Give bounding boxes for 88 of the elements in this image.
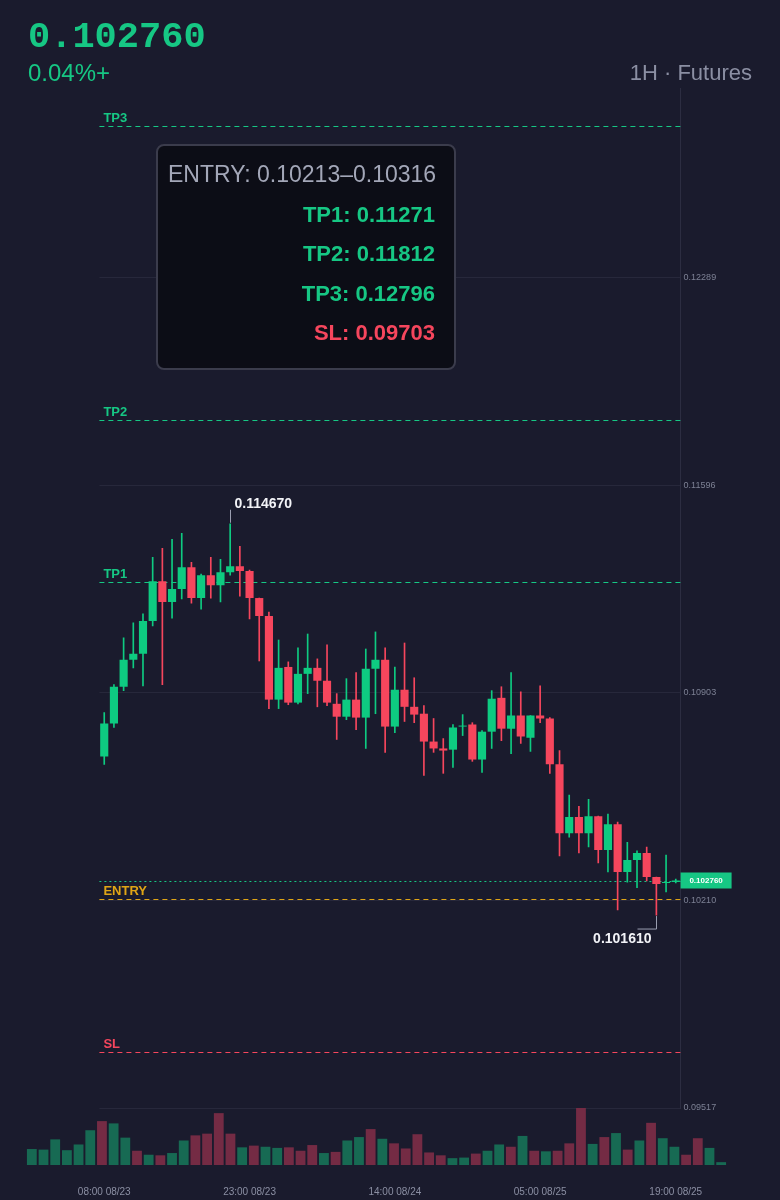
bar	[587, 1143, 598, 1165]
ref-line-label: TP3	[103, 109, 128, 125]
bar	[295, 1150, 306, 1165]
bar	[73, 1144, 84, 1165]
annotation: ENTRY: 0.10213–0.10316	[168, 160, 437, 189]
bar	[692, 1138, 703, 1165]
bar	[50, 1139, 61, 1165]
bar	[541, 1151, 551, 1165]
candlestick	[226, 523, 235, 576]
bar	[389, 1143, 399, 1165]
bar	[272, 1147, 283, 1165]
bar	[155, 1155, 166, 1165]
bar	[447, 1158, 458, 1165]
bar	[505, 1146, 516, 1165]
bar	[132, 1150, 142, 1165]
candlestick	[235, 545, 244, 597]
candlestick	[439, 738, 448, 774]
x-tick-label: 14:00 08/24	[368, 1185, 422, 1197]
bar	[202, 1133, 212, 1165]
bar	[611, 1133, 621, 1165]
candlestick	[410, 677, 419, 724]
y-tick-label: 0.09517	[683, 1102, 717, 1113]
bar	[354, 1137, 364, 1165]
annotation: SL: 0.09703	[312, 319, 435, 347]
bar	[681, 1154, 692, 1165]
y-tick-label: 0.12289	[683, 271, 717, 282]
candlestick	[507, 672, 516, 754]
bar	[342, 1140, 353, 1165]
bar	[307, 1145, 318, 1165]
bar	[459, 1157, 470, 1165]
bar	[482, 1150, 493, 1165]
annotation: TP2: 0.11812	[301, 240, 435, 268]
bar	[260, 1146, 271, 1165]
bar	[470, 1153, 481, 1165]
candlestick	[129, 622, 138, 669]
bar	[646, 1122, 656, 1165]
bar	[435, 1155, 446, 1165]
ref-line-label: ENTRY	[103, 882, 148, 898]
bar	[564, 1143, 575, 1165]
bar	[599, 1137, 610, 1165]
bar	[622, 1149, 633, 1165]
annotation: 0.101610	[593, 930, 652, 947]
bar	[237, 1147, 248, 1165]
y-tick-label: 0.11596	[683, 479, 716, 490]
chart-title: 0.102760	[28, 15, 206, 59]
bar	[365, 1129, 376, 1165]
bar	[248, 1145, 259, 1165]
bar	[178, 1140, 189, 1165]
bar	[26, 1149, 37, 1165]
bar	[283, 1147, 294, 1165]
x-tick-label: 19:00 08/25	[649, 1185, 703, 1197]
annotation: 0.114670	[234, 494, 293, 511]
bar	[319, 1153, 329, 1165]
bar	[494, 1144, 505, 1165]
text: 1H · Futures	[629, 59, 752, 87]
bar	[167, 1153, 177, 1165]
y-tick-label: 0.10903	[683, 687, 717, 698]
chart-subtitle: 0.04%+	[28, 58, 111, 88]
bar	[517, 1135, 528, 1165]
bar	[377, 1138, 388, 1165]
bar	[143, 1154, 154, 1165]
bar	[529, 1150, 540, 1165]
ref-line-label: TP2	[103, 403, 128, 419]
ref-line-label: 0.102760	[689, 876, 724, 886]
candlestick	[206, 556, 215, 599]
bar	[716, 1162, 727, 1165]
x-tick-label: 05:00 08/25	[513, 1185, 567, 1197]
bar	[657, 1138, 668, 1165]
ref-line-label: SL	[103, 1035, 121, 1051]
bar	[704, 1147, 715, 1165]
bar	[213, 1113, 224, 1165]
bar	[61, 1150, 72, 1165]
bar	[97, 1121, 107, 1165]
bar	[190, 1135, 201, 1165]
y-tick-label: 0.10210	[683, 894, 717, 905]
bar	[85, 1130, 96, 1165]
bar	[424, 1152, 434, 1165]
bar	[225, 1133, 236, 1165]
annotation: TP1: 0.11271	[301, 200, 435, 229]
bar	[634, 1140, 645, 1165]
ref-line-label: TP1	[103, 565, 128, 581]
bar	[669, 1146, 680, 1165]
bar	[576, 1108, 586, 1165]
bar	[330, 1151, 341, 1165]
x-tick-label: 08:00 08/23	[77, 1185, 132, 1197]
bar	[552, 1150, 563, 1165]
x-tick-label: 23:00 08/23	[223, 1185, 277, 1197]
annotation: TP3: 0.12796	[300, 279, 435, 308]
